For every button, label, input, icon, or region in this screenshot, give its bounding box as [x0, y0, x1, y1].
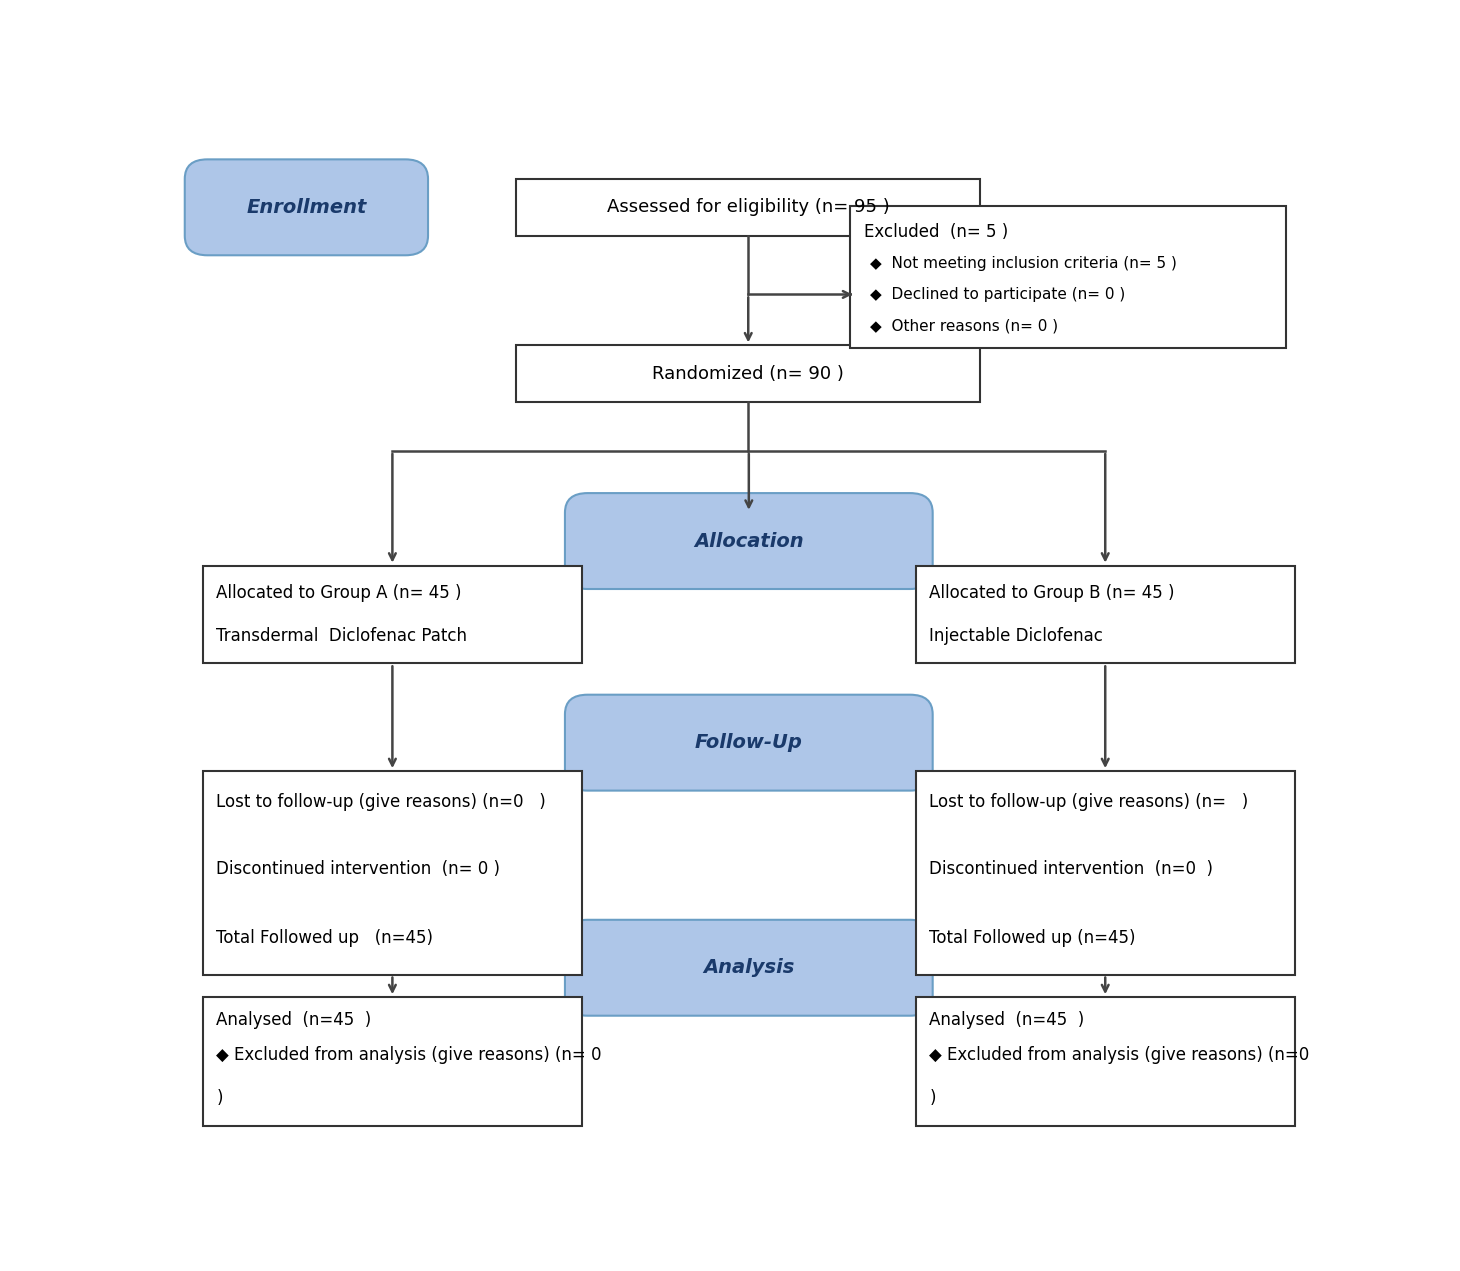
Text: Follow-Up: Follow-Up — [695, 733, 803, 752]
Text: Total Followed up   (n=45): Total Followed up (n=45) — [216, 929, 434, 947]
Text: Transdermal  Diclofenac Patch: Transdermal Diclofenac Patch — [216, 627, 467, 644]
FancyBboxPatch shape — [203, 771, 583, 975]
Text: Allocated to Group A (n= 45 ): Allocated to Group A (n= 45 ) — [216, 583, 461, 602]
FancyBboxPatch shape — [203, 566, 583, 663]
FancyBboxPatch shape — [565, 920, 933, 1016]
FancyBboxPatch shape — [850, 206, 1286, 348]
Text: Lost to follow-up (give reasons) (n=0   ): Lost to follow-up (give reasons) (n=0 ) — [216, 793, 546, 811]
FancyBboxPatch shape — [915, 566, 1295, 663]
FancyBboxPatch shape — [517, 179, 980, 235]
Text: Analysed  (n=45  ): Analysed (n=45 ) — [930, 1012, 1085, 1030]
FancyBboxPatch shape — [915, 998, 1295, 1126]
FancyBboxPatch shape — [565, 493, 933, 588]
FancyBboxPatch shape — [565, 695, 933, 791]
Text: Lost to follow-up (give reasons) (n=   ): Lost to follow-up (give reasons) (n= ) — [930, 793, 1248, 811]
Text: ): ) — [216, 1089, 223, 1107]
Text: Allocation: Allocation — [694, 531, 803, 550]
Text: Allocated to Group B (n= 45 ): Allocated to Group B (n= 45 ) — [930, 583, 1175, 602]
Text: Analysis: Analysis — [704, 958, 794, 977]
FancyBboxPatch shape — [915, 771, 1295, 975]
Text: Discontinued intervention  (n=0  ): Discontinued intervention (n=0 ) — [930, 859, 1213, 878]
Text: ◆ Excluded from analysis (give reasons) (n=0: ◆ Excluded from analysis (give reasons) … — [930, 1046, 1310, 1064]
Text: Excluded  (n= 5 ): Excluded (n= 5 ) — [864, 222, 1007, 241]
Text: Injectable Diclofenac: Injectable Diclofenac — [930, 627, 1104, 644]
Text: Discontinued intervention  (n= 0 ): Discontinued intervention (n= 0 ) — [216, 859, 501, 878]
Text: ◆ Excluded from analysis (give reasons) (n= 0: ◆ Excluded from analysis (give reasons) … — [216, 1046, 602, 1064]
Text: ): ) — [930, 1089, 936, 1107]
FancyBboxPatch shape — [517, 346, 980, 402]
Text: Randomized (n= 90 ): Randomized (n= 90 ) — [653, 365, 844, 383]
Text: Analysed  (n=45  ): Analysed (n=45 ) — [216, 1012, 372, 1030]
Text: ◆  Other reasons (n= 0 ): ◆ Other reasons (n= 0 ) — [870, 318, 1058, 333]
Text: Total Followed up (n=45): Total Followed up (n=45) — [930, 929, 1136, 947]
FancyBboxPatch shape — [185, 159, 428, 255]
FancyBboxPatch shape — [203, 998, 583, 1126]
Text: ◆  Declined to participate (n= 0 ): ◆ Declined to participate (n= 0 ) — [870, 287, 1126, 301]
Text: Enrollment: Enrollment — [247, 198, 366, 217]
Text: ◆  Not meeting inclusion criteria (n= 5 ): ◆ Not meeting inclusion criteria (n= 5 ) — [870, 255, 1177, 271]
Text: Assessed for eligibility (n= 95 ): Assessed for eligibility (n= 95 ) — [607, 198, 889, 216]
